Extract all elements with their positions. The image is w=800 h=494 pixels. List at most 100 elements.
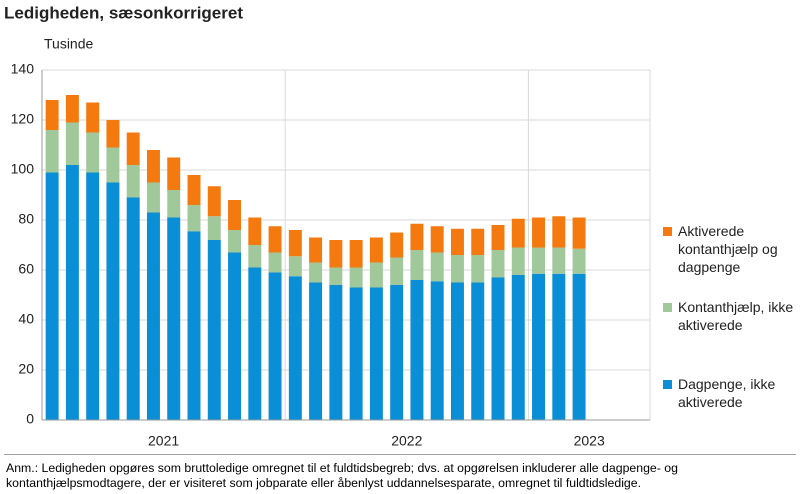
x-group-label: 2021: [148, 433, 179, 449]
bar-segment: [146, 182, 160, 213]
bar-segment: [86, 102, 100, 133]
bar-segment: [552, 273, 566, 420]
legend-label: Dagpenge, ikke aktiverede: [678, 376, 776, 410]
bar-segment: [572, 273, 586, 420]
x-group-label: 2023: [574, 433, 605, 449]
bar-segment: [430, 226, 444, 253]
bar-segment: [228, 230, 242, 253]
bar-segment: [288, 276, 302, 420]
y-tick-label: 80: [18, 211, 34, 227]
y-tick-label: 100: [11, 161, 35, 177]
bar-segment: [288, 256, 302, 277]
bar-segment: [349, 240, 363, 268]
legend-swatch: [663, 227, 672, 236]
bar-segment: [309, 237, 323, 263]
bar-segment: [126, 132, 140, 165]
bar-segment: [491, 225, 505, 250]
bar-segment: [572, 248, 586, 274]
bar-segment: [268, 226, 282, 253]
bar-segment: [552, 247, 566, 274]
bar-segment: [167, 190, 181, 218]
bar-segment: [228, 200, 242, 230]
bar-segment: [410, 280, 424, 420]
bar-segment: [65, 122, 79, 165]
legend-swatch: [663, 380, 672, 389]
bar-segment: [45, 172, 59, 420]
chart-title: Ledigheden, sæsonkorrigeret: [4, 3, 243, 22]
bar-segment: [187, 231, 201, 420]
x-group-label: 2022: [391, 433, 422, 449]
bar-segment: [329, 285, 343, 420]
bar-segment: [410, 223, 424, 250]
y-unit: Tusinde: [44, 36, 94, 52]
legend-item: Dagpenge, ikke aktiverede: [663, 375, 798, 411]
bar-segment: [248, 217, 262, 245]
bar-segment: [390, 285, 404, 420]
bar-segment: [65, 95, 79, 123]
bar-segment: [471, 255, 485, 283]
bar-segment: [268, 252, 282, 273]
bar-segment: [65, 165, 79, 420]
bar-segment: [511, 218, 525, 248]
bar-segment: [572, 217, 586, 249]
bar-segment: [207, 216, 221, 240]
bar-segment: [390, 257, 404, 285]
legend-swatch: [663, 303, 672, 312]
bar-segment: [207, 186, 221, 217]
bar-segment: [329, 267, 343, 285]
bar-segment: [552, 216, 566, 248]
bar-segment: [390, 232, 404, 258]
bar-segment: [511, 275, 525, 420]
legend-label: Aktiverede kontanthjælp og dagpenge: [678, 223, 778, 275]
bar-segment: [146, 212, 160, 420]
bar-segment: [45, 100, 59, 130]
bar-segment: [207, 240, 221, 420]
y-tick-label: 60: [18, 261, 34, 277]
bar-segment: [450, 255, 464, 283]
bar-segment: [126, 197, 140, 420]
bar-segment: [369, 262, 383, 288]
y-tick-label: 140: [11, 61, 35, 77]
bar-segment: [86, 172, 100, 420]
bar-segment: [248, 245, 262, 268]
bar-segment: [430, 281, 444, 420]
bar-segment: [349, 267, 363, 288]
bar-segment: [106, 147, 120, 183]
bar-segment: [167, 157, 181, 190]
bar-segment: [187, 175, 201, 205]
bar-segment: [471, 228, 485, 255]
footnote: Anm.: Ledigheden opgøres som bruttoledig…: [6, 461, 678, 490]
bar-segment: [309, 262, 323, 283]
bar-segment: [309, 282, 323, 420]
bar-segment: [187, 205, 201, 232]
legend-item: Aktiverede kontanthjælp og dagpenge: [663, 222, 798, 276]
y-tick-label: 40: [18, 311, 34, 327]
bar-segment: [450, 282, 464, 420]
bar-segment: [268, 272, 282, 420]
bar-segment: [126, 165, 140, 198]
bar-segment: [288, 230, 302, 257]
bar-segment: [471, 282, 485, 420]
bar-segment: [430, 252, 444, 282]
bar-segment: [491, 250, 505, 278]
bar-segment: [532, 273, 546, 420]
bar-segment: [532, 247, 546, 274]
bar-segment: [532, 217, 546, 248]
bar-segment: [450, 228, 464, 255]
bar-segment: [410, 250, 424, 280]
bar-segment: [86, 132, 100, 173]
y-tick-label: 20: [18, 361, 34, 377]
bar-segment: [228, 252, 242, 420]
bar-segment: [349, 287, 363, 420]
y-tick-label: 120: [11, 111, 35, 127]
bar-segment: [45, 130, 59, 173]
bar-segment: [369, 237, 383, 263]
legend-label: Kontanthjælp, ikke aktiverede: [678, 299, 794, 333]
bar-segment: [146, 150, 160, 183]
legend-item: Kontanthjælp, ikke aktiverede: [663, 298, 798, 334]
bar-segment: [106, 120, 120, 148]
bar-segment: [329, 240, 343, 268]
bar-segment: [248, 267, 262, 420]
bar-segment: [167, 217, 181, 420]
